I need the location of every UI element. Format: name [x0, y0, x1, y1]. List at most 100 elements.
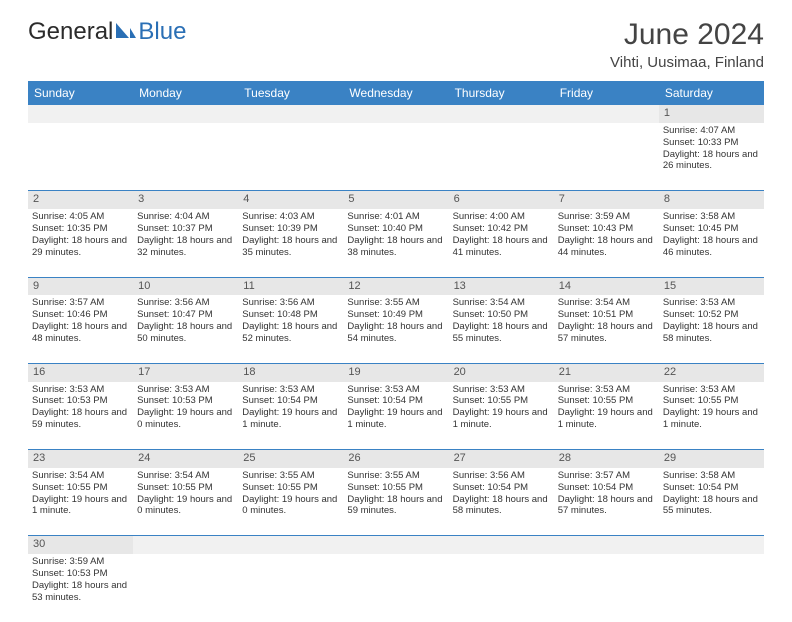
sunrise-text: Sunrise: 3:53 AM	[453, 384, 550, 396]
day-content-cell: Sunrise: 3:54 AMSunset: 10:55 PMDaylight…	[133, 468, 238, 536]
sunset-text: Sunset: 10:50 PM	[453, 309, 550, 321]
sunset-text: Sunset: 10:55 PM	[663, 395, 760, 407]
day-number-cell	[554, 105, 659, 123]
sunrise-text: Sunrise: 4:03 AM	[242, 211, 339, 223]
daylight-text: Daylight: 18 hours and 48 minutes.	[32, 321, 129, 345]
day-content-cell: Sunrise: 3:55 AMSunset: 10:55 PMDaylight…	[343, 468, 448, 536]
day-content-cell: Sunrise: 4:07 AMSunset: 10:33 PMDaylight…	[659, 123, 764, 191]
sunset-text: Sunset: 10:54 PM	[558, 482, 655, 494]
sunset-text: Sunset: 10:53 PM	[137, 395, 234, 407]
daylight-text: Daylight: 18 hours and 57 minutes.	[558, 321, 655, 345]
day-content-cell: Sunrise: 3:54 AMSunset: 10:55 PMDaylight…	[28, 468, 133, 536]
day-content-cell: Sunrise: 3:53 AMSunset: 10:55 PMDaylight…	[449, 382, 554, 450]
sunrise-text: Sunrise: 3:54 AM	[558, 297, 655, 309]
sunset-text: Sunset: 10:40 PM	[347, 223, 444, 235]
sunset-text: Sunset: 10:55 PM	[242, 482, 339, 494]
day-number-cell: 15	[659, 277, 764, 295]
logo: GeneralBlue	[28, 18, 186, 46]
day-number-cell	[554, 536, 659, 554]
sunset-text: Sunset: 10:35 PM	[32, 223, 129, 235]
sunrise-text: Sunrise: 3:53 AM	[663, 297, 760, 309]
sunrise-text: Sunrise: 3:56 AM	[242, 297, 339, 309]
sunset-text: Sunset: 10:33 PM	[663, 137, 760, 149]
day-number-cell: 29	[659, 450, 764, 468]
sunrise-text: Sunrise: 3:54 AM	[32, 470, 129, 482]
weekday-header: Wednesday	[343, 81, 448, 105]
day-number-cell	[133, 536, 238, 554]
daylight-text: Daylight: 18 hours and 55 minutes.	[453, 321, 550, 345]
day-content-cell: Sunrise: 3:53 AMSunset: 10:53 PMDaylight…	[133, 382, 238, 450]
day-content-cell: Sunrise: 3:58 AMSunset: 10:54 PMDaylight…	[659, 468, 764, 536]
day-number-cell: 17	[133, 363, 238, 381]
day-number-cell: 14	[554, 277, 659, 295]
day-content-cell: Sunrise: 3:59 AMSunset: 10:43 PMDaylight…	[554, 209, 659, 277]
daylight-text: Daylight: 18 hours and 52 minutes.	[242, 321, 339, 345]
day-content-cell: Sunrise: 4:03 AMSunset: 10:39 PMDaylight…	[238, 209, 343, 277]
day-content-cell: Sunrise: 4:05 AMSunset: 10:35 PMDaylight…	[28, 209, 133, 277]
sunset-text: Sunset: 10:51 PM	[558, 309, 655, 321]
day-number-cell	[238, 536, 343, 554]
sunrise-text: Sunrise: 3:55 AM	[347, 297, 444, 309]
daylight-text: Daylight: 18 hours and 57 minutes.	[558, 494, 655, 518]
sunset-text: Sunset: 10:55 PM	[347, 482, 444, 494]
day-content-cell: Sunrise: 3:56 AMSunset: 10:54 PMDaylight…	[449, 468, 554, 536]
sunrise-text: Sunrise: 3:53 AM	[347, 384, 444, 396]
sunrise-text: Sunrise: 4:04 AM	[137, 211, 234, 223]
daylight-text: Daylight: 19 hours and 1 minute.	[558, 407, 655, 431]
day-content-cell: Sunrise: 4:04 AMSunset: 10:37 PMDaylight…	[133, 209, 238, 277]
daylight-text: Daylight: 19 hours and 1 minute.	[347, 407, 444, 431]
day-number-cell: 6	[449, 191, 554, 209]
day-content-cell: Sunrise: 3:53 AMSunset: 10:52 PMDaylight…	[659, 295, 764, 363]
sunset-text: Sunset: 10:48 PM	[242, 309, 339, 321]
day-number-cell: 5	[343, 191, 448, 209]
sunrise-text: Sunrise: 3:59 AM	[32, 556, 129, 568]
sunrise-text: Sunrise: 3:53 AM	[242, 384, 339, 396]
sunrise-text: Sunrise: 3:53 AM	[663, 384, 760, 396]
sunrise-text: Sunrise: 4:07 AM	[663, 125, 760, 137]
daylight-text: Daylight: 19 hours and 1 minute.	[242, 407, 339, 431]
daylight-text: Daylight: 18 hours and 32 minutes.	[137, 235, 234, 259]
day-number-cell: 7	[554, 191, 659, 209]
weekday-header: Sunday	[28, 81, 133, 105]
sunrise-text: Sunrise: 3:58 AM	[663, 211, 760, 223]
header: GeneralBlue June 2024 Vihti, Uusimaa, Fi…	[28, 18, 764, 71]
weekday-header: Tuesday	[238, 81, 343, 105]
calendar-body: 1Sunrise: 4:07 AMSunset: 10:33 PMDayligh…	[28, 105, 764, 622]
day-content-cell: Sunrise: 3:57 AMSunset: 10:46 PMDaylight…	[28, 295, 133, 363]
sunset-text: Sunset: 10:55 PM	[32, 482, 129, 494]
day-content-cell	[343, 123, 448, 191]
day-content-cell: Sunrise: 3:53 AMSunset: 10:55 PMDaylight…	[659, 382, 764, 450]
day-number-cell: 8	[659, 191, 764, 209]
sunset-text: Sunset: 10:54 PM	[347, 395, 444, 407]
daylight-text: Daylight: 18 hours and 59 minutes.	[32, 407, 129, 431]
daylight-text: Daylight: 18 hours and 58 minutes.	[663, 321, 760, 345]
sunrise-text: Sunrise: 3:56 AM	[137, 297, 234, 309]
sunrise-text: Sunrise: 4:05 AM	[32, 211, 129, 223]
day-number-cell: 18	[238, 363, 343, 381]
logo-sail-icon	[115, 21, 137, 39]
day-content-cell	[449, 123, 554, 191]
daylight-text: Daylight: 18 hours and 46 minutes.	[663, 235, 760, 259]
sunset-text: Sunset: 10:54 PM	[242, 395, 339, 407]
day-number-cell: 1	[659, 105, 764, 123]
weekday-header: Friday	[554, 81, 659, 105]
day-number-cell	[343, 536, 448, 554]
sunrise-text: Sunrise: 3:53 AM	[32, 384, 129, 396]
day-number-cell: 23	[28, 450, 133, 468]
day-number-cell: 16	[28, 363, 133, 381]
sunrise-text: Sunrise: 3:57 AM	[32, 297, 129, 309]
daylight-text: Daylight: 19 hours and 1 minute.	[453, 407, 550, 431]
daylight-text: Daylight: 18 hours and 26 minutes.	[663, 149, 760, 173]
daylight-text: Daylight: 19 hours and 0 minutes.	[242, 494, 339, 518]
logo-text-2: Blue	[138, 18, 186, 46]
day-number-cell: 11	[238, 277, 343, 295]
day-content-cell	[554, 123, 659, 191]
day-content-cell: Sunrise: 4:00 AMSunset: 10:42 PMDaylight…	[449, 209, 554, 277]
day-content-cell: Sunrise: 3:53 AMSunset: 10:54 PMDaylight…	[238, 382, 343, 450]
day-content-cell: Sunrise: 3:53 AMSunset: 10:54 PMDaylight…	[343, 382, 448, 450]
day-content-cell: Sunrise: 3:55 AMSunset: 10:55 PMDaylight…	[238, 468, 343, 536]
sunset-text: Sunset: 10:55 PM	[453, 395, 550, 407]
daylight-text: Daylight: 18 hours and 59 minutes.	[347, 494, 444, 518]
day-number-cell	[659, 536, 764, 554]
sunrise-text: Sunrise: 3:59 AM	[558, 211, 655, 223]
